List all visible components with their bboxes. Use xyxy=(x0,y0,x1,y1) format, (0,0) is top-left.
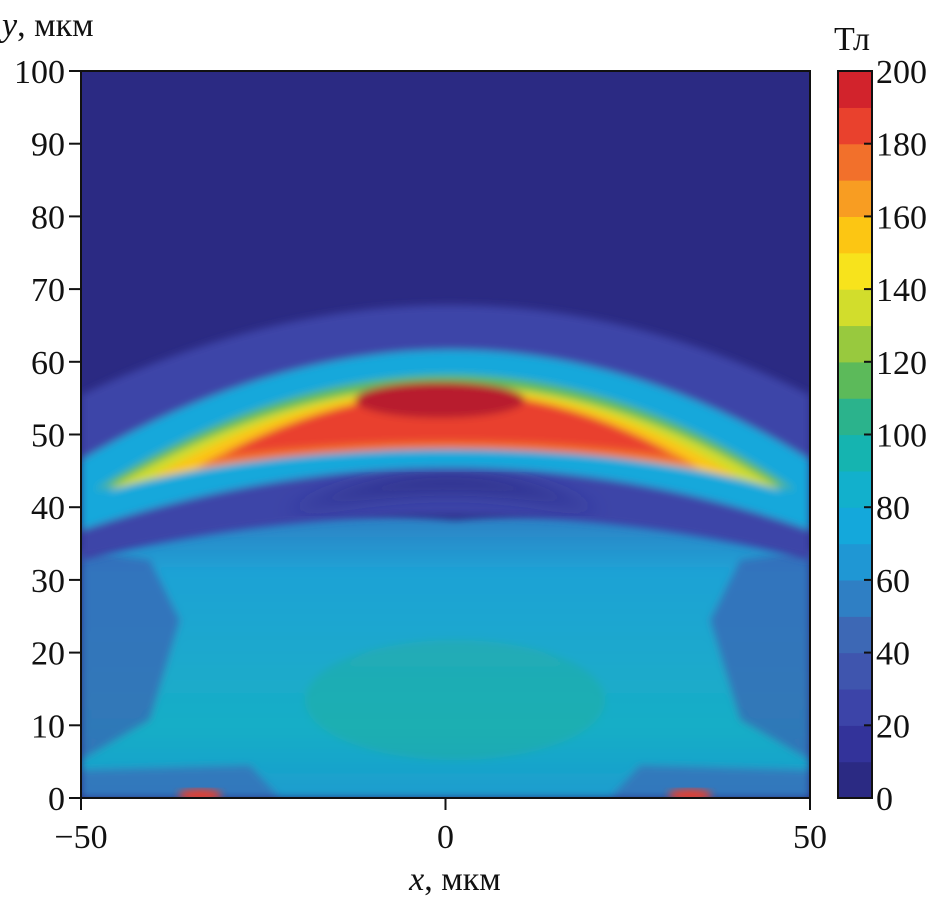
colorbar-tick-label: 160 xyxy=(876,199,927,236)
y-axis: 0 10 20 30 40 50 60 70 80 90 100 xyxy=(14,54,81,818)
y-tick-label: 40 xyxy=(31,490,65,527)
colorbar-level xyxy=(838,325,872,363)
colorbar-level xyxy=(838,616,872,654)
colorbar-level xyxy=(838,470,872,508)
colorbar-level xyxy=(838,579,872,617)
colorbar-level xyxy=(838,434,872,472)
colorbar-level xyxy=(838,543,872,581)
colorbar-tick-label: 120 xyxy=(876,345,927,382)
colorbar-level xyxy=(838,761,872,799)
y-axis-var: y xyxy=(0,7,18,44)
colorbar-level xyxy=(838,216,872,254)
heatmap-image xyxy=(81,71,810,798)
colorbar-level xyxy=(838,507,872,545)
x-axis-var: x xyxy=(408,861,424,898)
colorbar-tick-label: 180 xyxy=(876,127,927,164)
y-tick-label: 90 xyxy=(31,127,65,164)
colorbar: 0 20 40 60 80 100 120 140 160 180 200 xyxy=(837,54,927,818)
field-minimum-region xyxy=(285,476,600,512)
colorbar-level xyxy=(838,361,872,399)
x-tick-label: −50 xyxy=(54,819,107,856)
x-axis-unit: , мкм xyxy=(424,861,501,898)
y-tick-label: 50 xyxy=(31,418,65,455)
colorbar-tick-label: 60 xyxy=(876,563,910,600)
colorbar-tick-label: 80 xyxy=(876,490,910,527)
hot-spot-left xyxy=(178,789,222,798)
colorbar-level xyxy=(838,143,872,181)
x-axis-title: x, мкм xyxy=(408,861,501,898)
colorbar-level xyxy=(838,107,872,145)
hot-spot-right xyxy=(668,789,712,798)
plot-area xyxy=(80,70,811,799)
colorbar-level xyxy=(838,725,872,763)
colorbar-tick-label: 40 xyxy=(876,636,910,673)
y-axis-unit: , мкм xyxy=(17,7,94,44)
y-axis-title: y, мкм xyxy=(0,7,94,44)
colorbar-tick-label: 0 xyxy=(876,781,893,818)
colorbar-tick-label: 140 xyxy=(876,272,927,309)
x-tick-label: 50 xyxy=(793,819,827,856)
colorbar-tick-label: 200 xyxy=(876,54,927,91)
colorbar-level xyxy=(838,688,872,726)
colorbar-level xyxy=(838,71,872,108)
y-tick-label: 0 xyxy=(48,781,65,818)
colorbar-level xyxy=(838,398,872,436)
y-tick-label: 30 xyxy=(31,563,65,600)
colorbar-level xyxy=(838,652,872,690)
y-tick-label: 80 xyxy=(31,199,65,236)
y-tick-label: 20 xyxy=(31,636,65,673)
x-axis: −50 0 50 xyxy=(54,798,827,856)
colorbar-level xyxy=(838,180,872,217)
colorbar-level xyxy=(838,289,872,327)
colorbar-level xyxy=(838,252,872,290)
colorbar-label: Тл xyxy=(834,21,870,58)
colorbar-tick-label: 20 xyxy=(876,708,910,745)
y-tick-label: 100 xyxy=(14,54,65,91)
y-tick-label: 10 xyxy=(31,708,65,745)
arc-field-band xyxy=(81,305,810,560)
y-tick-label: 70 xyxy=(31,272,65,309)
x-tick-label: 0 xyxy=(437,819,454,856)
colorbar-tick-label: 100 xyxy=(876,418,927,455)
y-tick-label: 60 xyxy=(31,345,65,382)
